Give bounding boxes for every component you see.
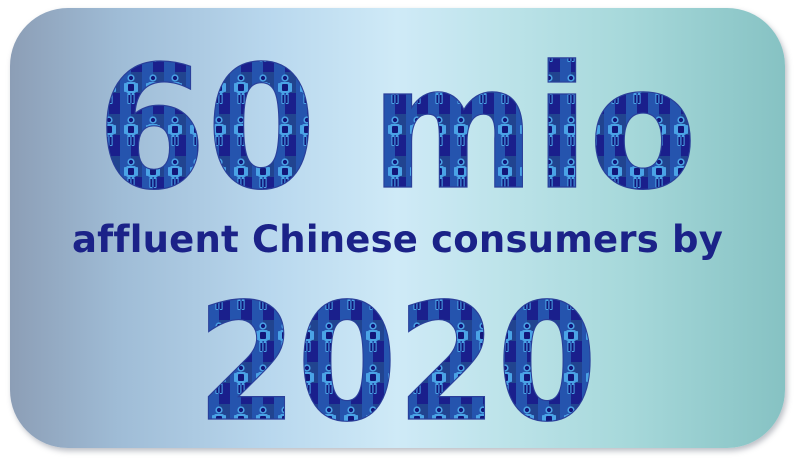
amount-text: 60 mio (97, 30, 697, 205)
amount-headline: 60 mio (10, 30, 785, 205)
amount-text-graphic: 60 mio (96, 30, 697, 205)
year-text: 2020 (197, 278, 597, 438)
year-text-graphic: 2020 (196, 278, 597, 438)
infographic-card: 60 mio affluent Chinese consumers by 202… (10, 8, 785, 448)
year-headline: 2020 (10, 278, 785, 438)
subtitle-text: affluent Chinese consumers by (71, 218, 724, 261)
